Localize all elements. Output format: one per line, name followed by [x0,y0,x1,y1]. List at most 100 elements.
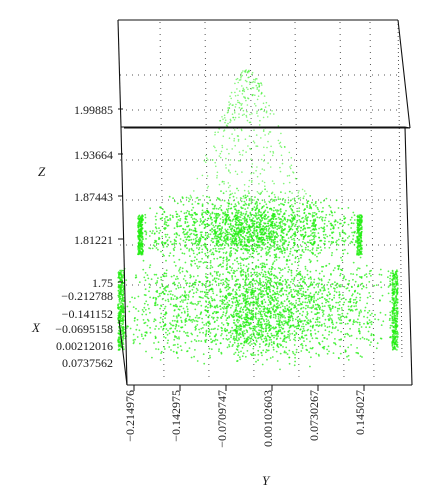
data-point [370,323,373,326]
data-point [260,337,262,339]
data-point [276,360,279,362]
data-point [238,218,241,221]
data-point [374,318,376,320]
data-point [306,241,309,244]
data-point [164,286,167,289]
data-point [281,302,284,305]
data-point [249,286,252,289]
data-point [237,351,240,354]
data-point [217,282,220,285]
data-point [380,286,383,289]
data-point [205,286,207,289]
data-point [258,288,260,291]
data-point [250,280,253,283]
data-point [234,223,237,226]
data-point [222,220,225,222]
data-point [275,259,278,261]
data-point [242,252,245,255]
data-point [243,257,246,260]
data-point [205,280,208,283]
data-point [324,318,327,321]
data-point [217,245,220,248]
data-point [294,360,296,363]
data-point [281,244,284,247]
data-point [201,223,203,225]
data-point [183,286,185,289]
data-point [233,296,236,299]
data-point [210,264,212,267]
data-point [220,235,223,237]
data-point [193,355,196,358]
data-point [267,296,270,299]
data-point [190,301,193,304]
data-point [301,241,304,243]
data-point [160,292,163,295]
data-point [285,341,288,343]
data-point [189,233,192,236]
data-point [257,253,259,256]
data-point [359,309,362,312]
data-point [294,285,297,288]
data-point [308,226,311,229]
data-point [335,321,338,324]
data-point [223,199,226,202]
data-point [300,285,303,287]
data-point [237,305,240,307]
data-point [282,246,284,249]
grid-line [369,21,375,381]
data-point [249,344,252,347]
data-point [261,317,264,320]
data-point [232,288,235,291]
data-point [146,324,149,327]
data-point [309,284,312,286]
data-point [252,327,255,330]
data-point [208,290,211,292]
data-point [234,203,237,206]
data-point [261,199,264,202]
data-point [314,303,317,306]
data-point [273,327,275,330]
data-point [260,207,263,210]
data-point [279,234,282,237]
data-point [122,319,125,321]
data-point [306,314,309,316]
data-point [328,297,331,300]
data-point [358,312,361,315]
data-point [304,246,307,249]
grid-layer [120,19,403,381]
data-point [255,302,258,304]
data-point [231,220,234,222]
data-point [221,303,224,305]
data-point [310,281,313,284]
data-point [229,237,232,239]
data-point [285,290,288,292]
data-point [240,212,243,215]
data-point [309,195,312,197]
data-point [237,315,240,318]
data-point [209,272,212,275]
data-point [246,298,248,300]
data-point [281,215,284,218]
data-point [250,316,253,318]
data-point [199,237,202,240]
data-point [340,298,343,301]
data-point [284,278,287,281]
data-point [122,314,125,317]
data-point [265,228,268,230]
data-point [202,331,205,334]
data-point [394,285,397,287]
data-point [342,252,345,255]
data-point [155,227,158,230]
data-point [328,262,331,265]
data-point [215,312,218,314]
data-point [257,349,260,352]
data-point [246,268,249,271]
data-point [237,246,239,249]
data-point [184,222,187,225]
data-point [241,238,243,241]
data-point [120,309,123,312]
data-point [174,319,176,322]
data-point [122,291,124,294]
data-point [316,247,318,249]
data-point [256,287,259,290]
